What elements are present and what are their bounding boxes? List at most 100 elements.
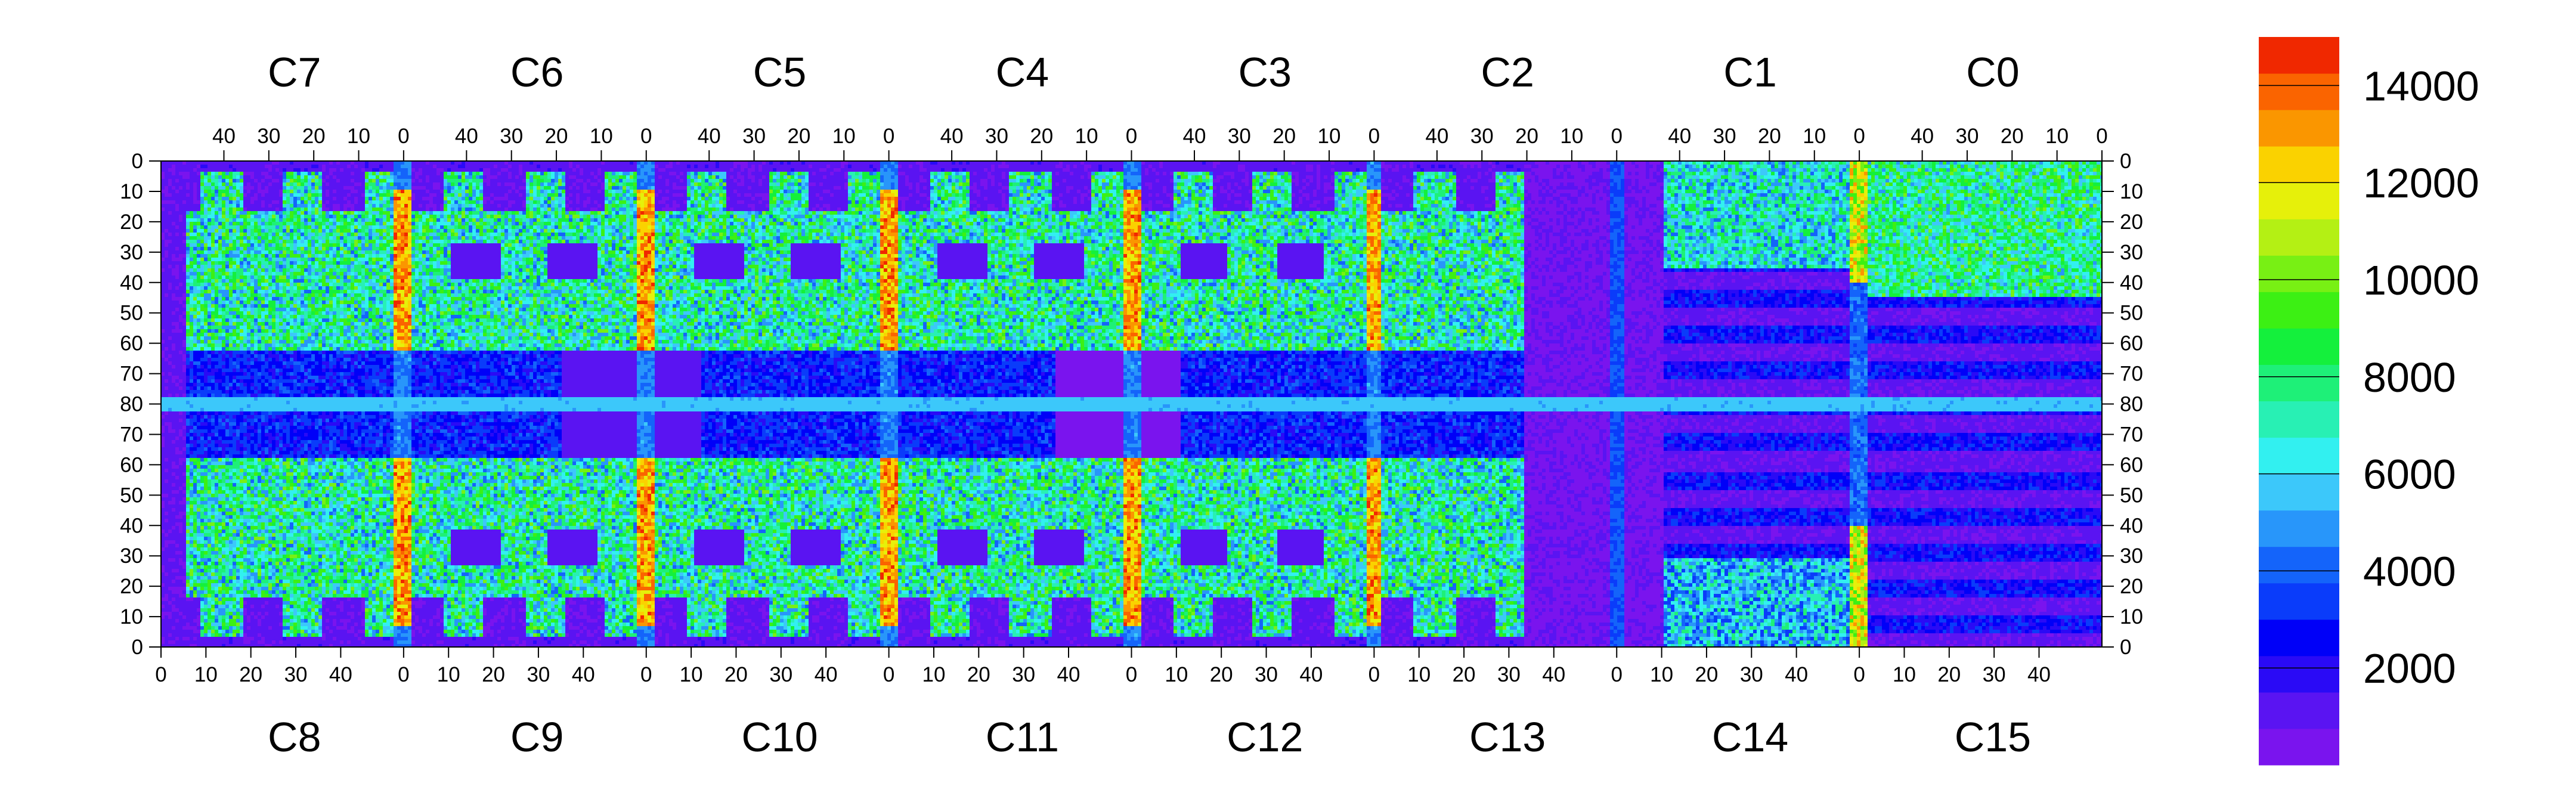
- heatmap-cell: [615, 172, 620, 176]
- heatmap-cell: [483, 165, 487, 169]
- heatmap-cell: [1292, 168, 1296, 172]
- heatmap-cell: [369, 165, 373, 169]
- heatmap-cell: [1989, 168, 1993, 172]
- heatmap-cell: [934, 165, 938, 169]
- heatmap-cell: [247, 165, 251, 169]
- heatmap-cell: [1460, 168, 1464, 172]
- heatmap-cell: [612, 168, 616, 172]
- heatmap-cell: [322, 168, 326, 172]
- heatmap-cell: [1889, 168, 1893, 172]
- heatmap-cell: [705, 165, 709, 169]
- heatmap-cell: [394, 165, 398, 169]
- heatmap-cell: [329, 168, 333, 172]
- heatmap-cell: [1664, 165, 1668, 169]
- heatmap-cell: [1556, 165, 1561, 169]
- heatmap-cell: [1542, 165, 1546, 169]
- heatmap-cell: [1524, 165, 1528, 169]
- heatmap-cell: [472, 168, 476, 172]
- heatmap-cell: [376, 165, 380, 169]
- heatmap-cell: [834, 168, 838, 172]
- heatmap-cell: [1843, 168, 1847, 172]
- heatmap-cell: [386, 172, 391, 176]
- heatmap-cell: [723, 172, 727, 176]
- heatmap-cell: [479, 172, 484, 176]
- heatmap-cell: [669, 168, 673, 172]
- heatmap-cell: [1875, 165, 1879, 169]
- heatmap-cell: [1299, 168, 1303, 172]
- heatmap-cell: [208, 172, 212, 176]
- heatmap-cell: [197, 168, 201, 172]
- heatmap-cell: [411, 168, 416, 172]
- heatmap-cell: [1750, 165, 1754, 169]
- heatmap-cell: [662, 165, 666, 169]
- heatmap-cell: [186, 168, 190, 172]
- heatmap-cell: [1993, 165, 1997, 169]
- heatmap-cell: [1063, 168, 1067, 172]
- heatmap-cell: [644, 168, 648, 172]
- heatmap-cell: [1710, 168, 1714, 172]
- heatmap-cell: [798, 168, 802, 172]
- heatmap-cell: [1821, 168, 1825, 172]
- heatmap-cell: [2054, 165, 2058, 169]
- heatmap-cell: [755, 165, 759, 169]
- heatmap-cell: [626, 168, 630, 172]
- heatmap-cell: [190, 172, 194, 176]
- heatmap-cell: [694, 165, 698, 169]
- heatmap-cell: [1148, 165, 1153, 169]
- heatmap-cell: [247, 168, 251, 172]
- heatmap-cell: [1302, 168, 1306, 172]
- heatmap-cell: [1034, 168, 1038, 172]
- heatmap-cell: [1077, 165, 1081, 169]
- heatmap-cell: [680, 168, 684, 172]
- heatmap-cell: [701, 172, 705, 176]
- heatmap-cell: [809, 168, 813, 172]
- heatmap-cell: [2075, 168, 2079, 172]
- heatmap-cell: [1578, 168, 1582, 172]
- heatmap-cell: [1631, 165, 1636, 169]
- heatmap-cell: [1102, 168, 1106, 172]
- heatmap-cell: [1395, 165, 1400, 169]
- heatmap-cell: [1481, 168, 1485, 172]
- heatmap-cell: [905, 168, 909, 172]
- heatmap-cell: [1628, 168, 1632, 172]
- heatmap-cell: [902, 168, 906, 172]
- heatmap-cell: [547, 172, 552, 176]
- heatmap-cell: [1288, 165, 1292, 169]
- heatmap-cell: [630, 172, 634, 176]
- heatmap-cell: [479, 168, 484, 172]
- heatmap-cell: [1653, 168, 1657, 172]
- heatmap-cell: [1914, 168, 1918, 172]
- heatmap-cell: [1875, 168, 1879, 172]
- heatmap-cell: [1624, 165, 1628, 169]
- heatmap-cell: [1800, 165, 1804, 169]
- heatmap-cell: [1449, 168, 1453, 172]
- heatmap-cell: [347, 165, 351, 169]
- heatmap-cell: [1757, 168, 1761, 172]
- heatmap-cell: [880, 165, 884, 169]
- heatmap-cell: [1513, 165, 1518, 169]
- heatmap-cell: [1134, 168, 1138, 172]
- heatmap-cell: [852, 165, 856, 169]
- heatmap-cell: [544, 172, 548, 176]
- heatmap-cell: [651, 172, 655, 176]
- heatmap-cell: [279, 165, 283, 169]
- heatmap-cell: [2046, 165, 2051, 169]
- heatmap-cell: [1810, 165, 1815, 169]
- heatmap-cell: [1535, 168, 1539, 172]
- heatmap-cell: [1599, 168, 1603, 172]
- heatmap-cell: [2043, 165, 2047, 169]
- heatmap-cell: [1760, 168, 1764, 172]
- heatmap-cell: [887, 168, 891, 172]
- heatmap-cell: [2029, 168, 2033, 172]
- heatmap-cell: [1649, 168, 1654, 172]
- heatmap-cell: [1742, 165, 1747, 169]
- heatmap-cell: [1442, 165, 1446, 169]
- heatmap-cell: [744, 168, 748, 172]
- heatmap-cell: [297, 165, 301, 169]
- heatmap-cell: [1245, 165, 1249, 169]
- heatmap-cell: [1521, 165, 1525, 169]
- heatmap-cell: [365, 172, 369, 176]
- heatmap-cell: [1953, 165, 1958, 169]
- heatmap-cell: [479, 165, 484, 169]
- heatmap-cell: [326, 168, 330, 172]
